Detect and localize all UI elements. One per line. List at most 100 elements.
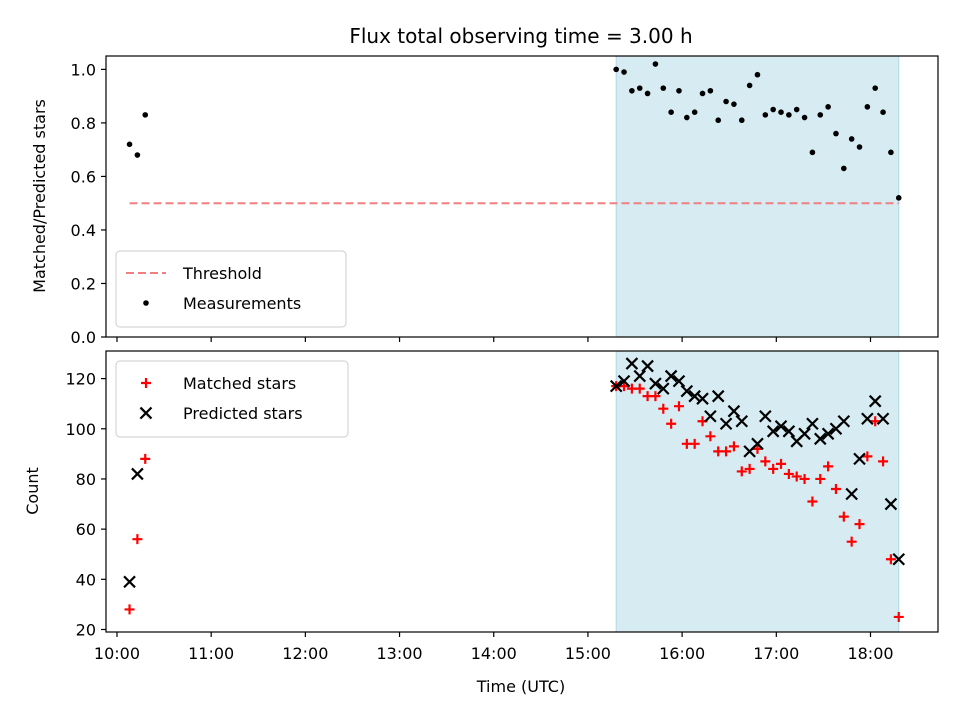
shaded-interval	[615, 350, 900, 633]
matched-stars-point	[862, 451, 873, 462]
matched-stars-point	[658, 403, 669, 414]
axes-frame	[105, 55, 939, 338]
matched-stars-point	[140, 453, 151, 464]
measurements-point	[880, 109, 886, 115]
measurements-point	[126, 141, 133, 148]
x-tick-label: 12:00	[282, 644, 328, 663]
x-tick-label: 15:00	[565, 644, 611, 663]
matched-stars-point	[650, 391, 661, 402]
chart-title: Flux total observing time = 3.00 h	[349, 24, 692, 48]
matched-stars-point	[885, 554, 896, 565]
legend-swatch-predicted-stars	[139, 406, 153, 420]
y-tick-label: 0.4	[71, 221, 96, 240]
measurements-point	[731, 101, 737, 107]
measurements-point	[668, 109, 674, 115]
predicted-stars-point	[884, 497, 898, 511]
predicted-stars-point	[727, 404, 741, 418]
predicted-stars-point	[759, 409, 772, 423]
predicted-stars-point	[625, 357, 639, 370]
x-axis-label: Time (UTC)	[476, 677, 565, 696]
legend-swatch-measurements	[143, 300, 149, 306]
matched-stars-point	[799, 473, 810, 484]
measurements-point	[888, 149, 894, 156]
y-tick-label: 0.6	[71, 167, 96, 186]
predicted-stars-point	[806, 417, 819, 431]
matched-stars-point	[689, 438, 700, 449]
legend-label-predicted-stars: Predicted stars	[183, 404, 303, 423]
x-tick-label: 16:00	[659, 644, 705, 663]
matched-stars-point	[807, 496, 818, 507]
measurements-point	[715, 117, 722, 124]
measurements-point	[817, 112, 824, 118]
x-tick-label: 10:00	[94, 644, 140, 663]
predicted-stars-point	[711, 389, 725, 403]
matched-stars-point	[791, 471, 802, 482]
measurements-point	[746, 82, 753, 89]
legend-swatch-matched-stars	[141, 378, 151, 388]
legend-label-measurements: Measurements	[183, 294, 301, 313]
predicted-stars-point	[751, 437, 764, 451]
predicted-stars-point	[688, 389, 701, 403]
y-tick-label: 100	[65, 420, 96, 439]
y-tick-label: 0.2	[71, 274, 96, 293]
y-tick-label: 1.0	[71, 60, 96, 79]
y-tick-label: 120	[65, 370, 96, 389]
matched-stars-point	[736, 466, 747, 477]
matched-stars-point	[132, 534, 143, 545]
predicted-stars-point	[766, 425, 780, 438]
measurements-point	[676, 87, 682, 94]
matched-stars-point	[728, 441, 739, 452]
measurements-point	[864, 104, 871, 110]
matched-stars-point	[673, 401, 684, 412]
measurements-point	[895, 195, 902, 201]
legend: Matched stars Predicted stars	[115, 360, 349, 438]
measurements-point	[762, 112, 769, 118]
predicted-stars-point	[672, 374, 686, 388]
legend: Threshold Measurements	[115, 250, 347, 328]
predicted-stars-point	[641, 359, 654, 373]
matched-stars-point	[823, 461, 834, 472]
matched-stars-point	[783, 468, 794, 479]
matched-stars-point	[721, 446, 732, 457]
matched-stars-point	[838, 511, 849, 522]
measurements-point	[644, 90, 651, 97]
x-tick-label: 17:00	[753, 644, 799, 663]
predicted-stars-point	[798, 427, 811, 441]
measurements-point	[841, 165, 847, 172]
measurements-point	[621, 69, 627, 75]
axes-frame	[105, 350, 939, 633]
bottom-plot-panel: 20 40 60 80 100 120 10:00 11:00 12:00 13:00 14:00 1…	[65, 350, 939, 663]
matched-stars-point	[815, 473, 826, 484]
y-tick-label: 80	[76, 470, 96, 489]
measurements-point	[848, 136, 855, 142]
y-tick-label: 0.0	[71, 328, 96, 347]
legend-label-threshold: Threshold	[182, 264, 262, 283]
measurements-point	[613, 66, 619, 73]
matched-stars-point	[744, 463, 755, 474]
top-y-axis-label: Matched/Predicted stars	[30, 99, 49, 293]
predicted-stars-point	[657, 382, 670, 395]
predicted-stars-point	[664, 369, 678, 383]
x-tick-label: 14:00	[471, 644, 517, 663]
predicted-stars-point	[649, 377, 662, 390]
matched-stars-point	[830, 483, 841, 494]
predicted-stars-point	[696, 392, 709, 405]
predicted-stars-point	[813, 432, 827, 446]
predicted-stars-point	[123, 575, 136, 589]
predicted-stars-point	[853, 452, 866, 466]
measurements-point	[134, 152, 141, 158]
predicted-stars-point	[876, 412, 890, 426]
x-tick-label: 18:00	[847, 644, 893, 663]
measurements-point	[629, 87, 635, 94]
matched-stars-point	[846, 536, 857, 547]
matched-stars-point	[870, 416, 881, 427]
matched-stars-point	[705, 431, 716, 442]
y-tick-label: 60	[76, 520, 96, 539]
matched-stars-point	[768, 463, 779, 474]
matched-stars-point	[634, 383, 645, 394]
matched-stars-point	[854, 519, 865, 530]
predicted-stars-point	[704, 409, 717, 423]
predicted-stars-point	[131, 467, 144, 481]
y-tick-label: 40	[76, 570, 96, 589]
x-tick-label: 11:00	[188, 644, 234, 663]
